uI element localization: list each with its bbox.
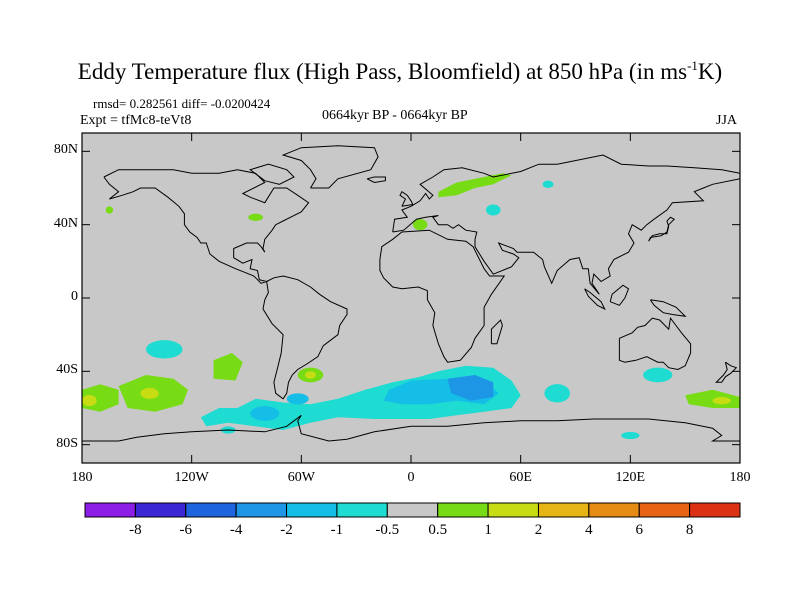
pos-flux-western-med — [412, 219, 428, 231]
coastline-north-america — [103, 169, 310, 284]
colorbar-label: 2 — [534, 522, 543, 538]
colorbar-label: 6 — [635, 522, 643, 538]
lat-label: 80S — [56, 435, 78, 451]
lat-label: 40S — [56, 362, 78, 378]
coastline-greenland — [281, 145, 379, 189]
title-unit-end: K) — [697, 59, 723, 84]
lon-label: 180 — [729, 470, 751, 485]
colorbar-label: -8 — [129, 522, 142, 538]
colorbar-label: -4 — [229, 522, 243, 538]
coastline-new-guinea — [649, 299, 687, 318]
lon-label: 60W — [287, 470, 315, 485]
neg-flux-antarctic-coast-a — [621, 431, 640, 440]
colorbar-label: -0.5 — [375, 522, 400, 538]
colorbar-swatch — [487, 502, 539, 518]
colorbar-swatch — [588, 502, 640, 518]
colorbar-swatch — [386, 502, 439, 518]
coastline-borneo — [609, 284, 630, 306]
coastline-iceland — [366, 176, 386, 184]
colorbar-swatch — [689, 502, 741, 518]
colorbar-label: 1 — [484, 522, 492, 538]
pos-flux-dateline-core — [82, 395, 97, 407]
colorbar-swatch — [84, 502, 136, 518]
colorbar-label: 8 — [685, 522, 694, 538]
colorbar-swatch — [185, 502, 237, 518]
coastline-new-zealand — [714, 361, 738, 383]
coastline-south-america — [262, 275, 348, 400]
pos-flux-tasman-core — [712, 397, 731, 405]
coastline-madagascar — [490, 319, 503, 345]
pos-flux-chile-offshore — [213, 353, 243, 381]
neg-flux-south-pacific — [145, 340, 183, 359]
period-label: 0664kyr BP - 0664kyr BP — [322, 108, 468, 123]
lon-label: 120E — [615, 470, 646, 485]
coastline-africa-eurasia — [379, 229, 506, 363]
colorbar-swatch — [336, 502, 388, 518]
lon-label: 60E — [509, 470, 532, 485]
coastline-antarctica — [82, 414, 740, 442]
lat-label: 80N — [53, 142, 78, 158]
lat-label: 0 — [71, 289, 78, 304]
coastline-australia — [618, 316, 692, 371]
pos-flux-patagonia-core — [304, 371, 316, 379]
colorbar-swatch — [537, 502, 590, 518]
contour-fill-group — [82, 145, 740, 442]
season-label: JJA — [716, 113, 738, 128]
experiment-label: Expt = tfMc8-teVt8 — [80, 113, 192, 128]
colorbar-label: 4 — [585, 522, 593, 538]
pos-flux-great-lakes — [248, 213, 263, 221]
coastline-sumatra — [584, 288, 606, 311]
coastline-japan — [648, 216, 676, 242]
pos-flux-scandinavia-russia — [438, 173, 512, 198]
title-superscript: -1 — [687, 58, 698, 73]
neg-flux-siberia — [542, 180, 554, 188]
colorbar-swatch — [437, 502, 489, 518]
coastline-baffin — [249, 163, 295, 185]
neg-flux-bellingshausen — [250, 406, 280, 421]
colorbar-swatch — [235, 502, 288, 518]
lon-label: 120W — [174, 470, 209, 485]
title-text: Eddy Temperature flux (High Pass, Bloomf… — [77, 59, 688, 84]
colorbar-label: -6 — [179, 522, 193, 538]
neg-flux-drake — [286, 393, 309, 405]
colorbar-label: -2 — [280, 522, 293, 538]
lon-label: 180 — [71, 470, 93, 485]
stats-label: rmsd= 0.282561 diff= -0.0200424 — [93, 96, 271, 111]
neg-flux-caspian — [485, 204, 501, 216]
colorbar-swatch — [134, 502, 187, 518]
colorbar-swatch — [638, 502, 691, 518]
pos-flux-north-pacific — [105, 206, 114, 214]
plot-title: Eddy Temperature flux (High Pass, Bloomf… — [0, 58, 800, 85]
colorbar-label: 0.5 — [428, 522, 448, 538]
neg-flux-core-africa-south — [447, 375, 494, 401]
neg-flux-kerguelen — [544, 384, 571, 403]
lon-label: 0 — [407, 470, 415, 485]
lat-label: 40N — [53, 215, 78, 231]
colorbar-swatch — [286, 502, 338, 518]
colorbar-label: -1 — [330, 522, 344, 538]
pos-flux-south-pacific-core — [140, 387, 159, 399]
coastline-uk — [399, 190, 414, 207]
coastline-eurasia — [392, 154, 740, 295]
neg-flux-south-australia — [643, 367, 673, 383]
